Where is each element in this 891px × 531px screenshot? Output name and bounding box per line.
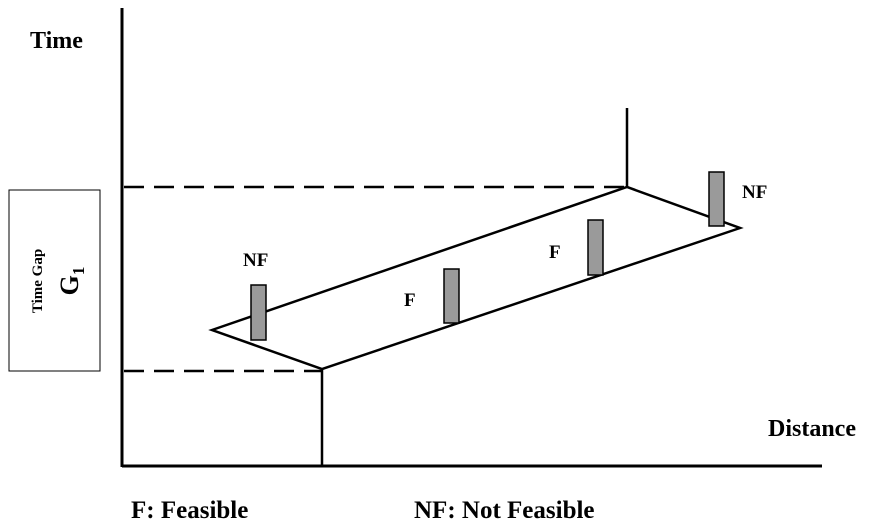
region-bar-4 — [708, 171, 725, 227]
region-bar-2 — [443, 268, 460, 324]
region-bar-1 — [250, 284, 267, 341]
legend-feasible: F: Feasible — [131, 497, 248, 524]
legend-not-feasible: NF: Not Feasible — [414, 497, 595, 524]
region-label-3: F — [549, 242, 561, 263]
feasibility-parallelogram — [208, 185, 744, 371]
region-label-2: F — [404, 290, 416, 311]
y-axis-label: Time — [30, 28, 83, 54]
time-gap-symbol: G1 — [55, 267, 88, 296]
time-gap-symbol-subscript: 1 — [69, 267, 88, 276]
time-gap-box — [8, 189, 101, 372]
region-bar-3 — [587, 219, 604, 276]
x-axis-label: Distance — [768, 416, 856, 442]
time-gap-symbol-letter: G — [55, 275, 84, 295]
region-label-4: NF — [742, 182, 767, 203]
region-label-1: NF — [243, 250, 268, 271]
time-gap-title: Time Gap — [30, 249, 46, 313]
